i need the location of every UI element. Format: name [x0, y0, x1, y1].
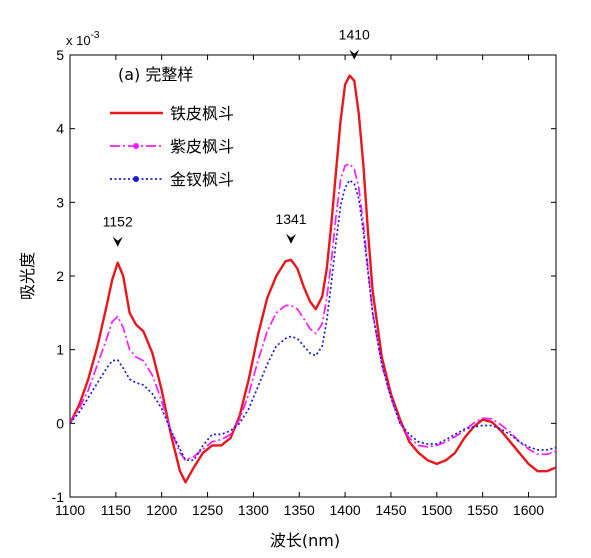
y-multiplier-exponent: -3: [91, 30, 100, 41]
axes: 1100 1150 1200 1250 1300 1350 1400 1450 1500 1550…: [52, 47, 557, 518]
x-axis-label: 波长(nm): [270, 531, 340, 550]
legend-title: (a) 完整样: [118, 65, 193, 84]
x-tick-label: 1200: [146, 502, 177, 518]
x-tick-label: 1250: [192, 502, 223, 518]
y-multiplier-base: x 10: [66, 33, 91, 48]
y-axis-label: 吸光度: [18, 252, 37, 300]
legend-marker-3: [133, 176, 139, 182]
plot-frame: [69, 54, 557, 498]
x-tick-label: 1550: [467, 502, 498, 518]
y-tick-label: -1: [52, 489, 65, 505]
y-tick-label: 0: [56, 415, 64, 431]
y-tick-label: 1: [56, 342, 64, 358]
annotations: 1152 1341 1410: [103, 27, 370, 247]
x-tick-label: 1400: [330, 502, 361, 518]
series-layer: [70, 74, 556, 484]
x-tick-label: 1500: [421, 502, 452, 518]
y-tick-label: 4: [56, 121, 64, 137]
peak-label-3: 1410: [339, 27, 370, 43]
x-tick-label: 1150: [101, 502, 131, 518]
peak-label-1: 1152: [103, 214, 133, 230]
series-line-2: [70, 163, 556, 462]
y-tick-label: 5: [56, 47, 64, 63]
legend-label-1: 铁皮枫斗: [170, 104, 234, 123]
series-line-1: [70, 74, 556, 484]
x-tick-label: 1350: [284, 502, 315, 518]
legend-marker-2: [133, 143, 139, 149]
y-tick-label: 3: [56, 194, 64, 210]
legend-label-3: 金钗枫斗: [170, 170, 234, 189]
x-tick-label: 1450: [375, 502, 406, 518]
peak-label-2: 1341: [275, 211, 306, 227]
y-multiplier: x 10-3: [66, 30, 100, 48]
peak-arrow-1: [112, 236, 123, 247]
peak-arrow-2: [285, 233, 296, 244]
peak-arrow-3: [349, 49, 360, 60]
x-tick-label: 1300: [238, 502, 269, 518]
legend-label-2: 紫皮枫斗: [170, 137, 234, 156]
y-tick-label: 2: [56, 268, 64, 284]
series-line-3: [70, 179, 556, 462]
x-tick-label: 1100: [55, 502, 85, 518]
x-tick-label: 1600: [513, 502, 544, 518]
